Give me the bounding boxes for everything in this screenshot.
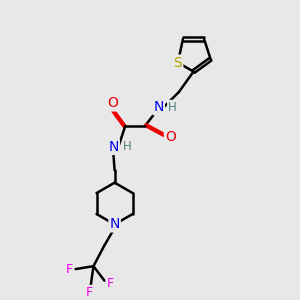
Text: O: O — [165, 130, 176, 144]
Text: S: S — [174, 56, 182, 70]
Text: F: F — [85, 286, 93, 299]
Text: H: H — [123, 140, 132, 154]
Text: N: N — [109, 140, 119, 154]
Text: F: F — [66, 262, 73, 276]
Text: N: N — [110, 218, 120, 231]
Text: F: F — [107, 277, 114, 290]
Text: O: O — [107, 97, 118, 110]
Text: H: H — [168, 101, 177, 114]
Text: N: N — [154, 100, 164, 114]
